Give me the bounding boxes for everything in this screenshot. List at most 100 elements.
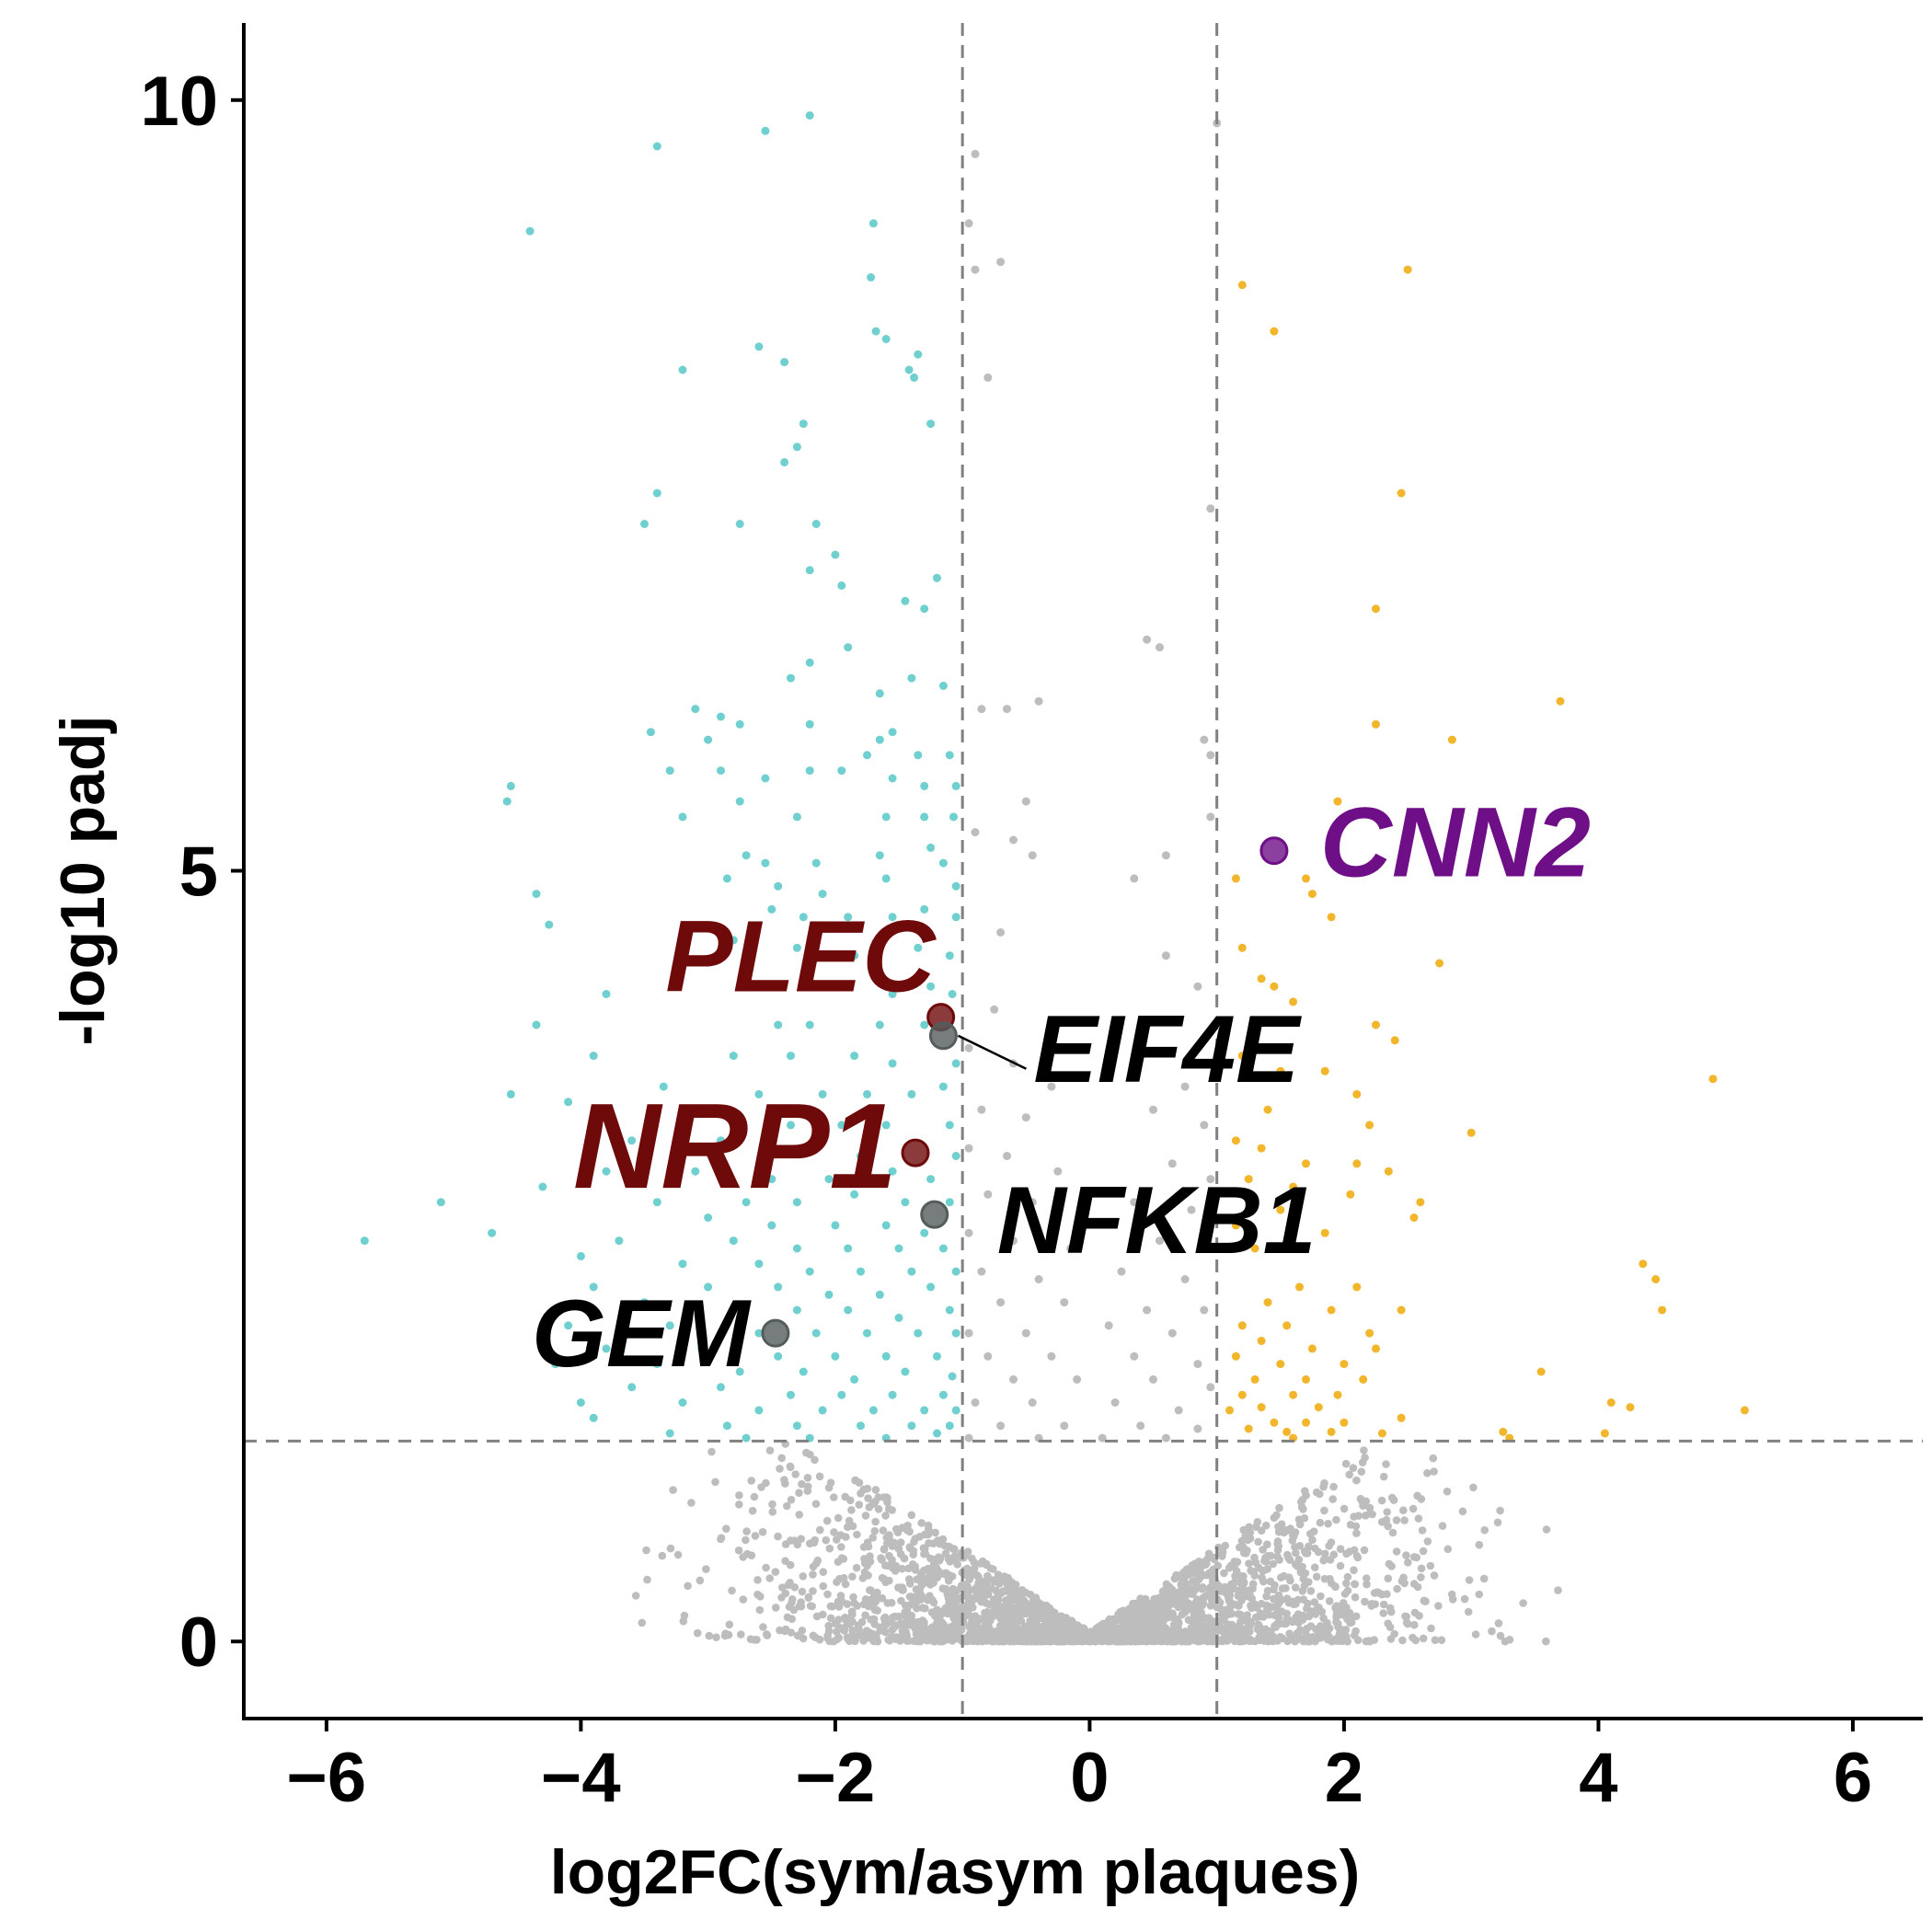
background-point [1357, 1467, 1366, 1476]
data-point [787, 673, 795, 683]
background-point [1303, 1624, 1311, 1633]
data-point [1276, 1066, 1285, 1075]
background-point [1360, 1546, 1369, 1555]
data-point [1359, 1374, 1368, 1384]
background-point [853, 1530, 861, 1539]
background-point [855, 1625, 863, 1633]
background-point [759, 1623, 767, 1631]
data-point [888, 728, 897, 737]
background-point [748, 1506, 757, 1515]
data-point [761, 774, 770, 783]
background-point [1221, 1541, 1230, 1550]
background-point [1363, 1574, 1371, 1582]
background-point [1339, 1599, 1348, 1607]
data-point [748, 982, 757, 991]
background-point [1001, 1587, 1009, 1595]
background-point [1387, 1562, 1396, 1570]
background-point [1302, 1491, 1310, 1500]
data-point [1028, 851, 1037, 860]
x-tick-label: 0 [1070, 1739, 1109, 1817]
background-point [819, 1581, 828, 1591]
background-point [951, 1596, 960, 1605]
data-point [360, 1236, 369, 1246]
data-point [717, 1136, 725, 1145]
data-point [722, 1421, 731, 1431]
background-point [1064, 1627, 1072, 1637]
data-point [1187, 1205, 1196, 1214]
background-point [1392, 1547, 1401, 1556]
data-point [1021, 797, 1030, 806]
data-point [1352, 1159, 1362, 1168]
data-point [774, 1282, 783, 1292]
background-point [768, 1500, 776, 1509]
background-point [1246, 1621, 1255, 1630]
data-point [805, 1144, 814, 1153]
background-point [952, 1613, 960, 1621]
data-point [1200, 1121, 1209, 1130]
background-point [879, 1526, 888, 1535]
background-point [1488, 1627, 1496, 1636]
background-point [1121, 1616, 1130, 1624]
data-point [945, 751, 954, 760]
data-point [774, 1020, 783, 1029]
background-point [924, 1530, 933, 1539]
background-point [1206, 1602, 1215, 1610]
data-point [971, 149, 980, 158]
background-point [1277, 1634, 1286, 1643]
data-point [1206, 1383, 1215, 1392]
data-point [1257, 1403, 1266, 1412]
background-point [751, 1532, 760, 1540]
background-point [1197, 1615, 1205, 1623]
background-point [1377, 1590, 1386, 1599]
background-point [1273, 1552, 1282, 1561]
background-point [905, 1543, 914, 1551]
data-point [1250, 1374, 1259, 1384]
background-point [926, 1581, 935, 1589]
data-point [938, 1244, 948, 1253]
data-point [652, 1198, 661, 1207]
data-point [971, 1398, 980, 1407]
data-point [910, 373, 919, 382]
data-point [1231, 1136, 1240, 1145]
label-leader-line [957, 1034, 1027, 1070]
background-point [1368, 1510, 1376, 1519]
background-point [724, 1630, 733, 1639]
background-point [1152, 1602, 1161, 1611]
background-point [1282, 1526, 1291, 1535]
background-point [975, 1595, 984, 1604]
background-point [1329, 1482, 1338, 1491]
data-point [1237, 1052, 1247, 1061]
background-point [983, 1617, 993, 1627]
background-point [1024, 1627, 1033, 1636]
background-point [936, 1630, 945, 1639]
background-point [758, 1527, 767, 1536]
background-point [819, 1610, 827, 1619]
background-point [1003, 1599, 1012, 1608]
background-point [846, 1496, 855, 1505]
background-point [914, 1627, 922, 1635]
background-point [1352, 1552, 1362, 1560]
data-point [945, 1305, 954, 1315]
background-point [1390, 1629, 1398, 1639]
data-point [627, 1136, 637, 1145]
data-point [1708, 1075, 1718, 1084]
background-point [1225, 1594, 1234, 1604]
data-point [1206, 1244, 1215, 1253]
background-point [878, 1573, 887, 1582]
background-point [1332, 1613, 1340, 1621]
background-point [1417, 1564, 1426, 1573]
background-point [1312, 1488, 1321, 1497]
background-points [631, 1440, 1562, 1646]
background-point [934, 1536, 942, 1545]
data-point [1302, 1159, 1310, 1168]
data-point [1231, 874, 1240, 883]
data-point [1180, 1275, 1190, 1283]
background-point [1430, 1467, 1438, 1476]
background-point [1320, 1506, 1328, 1515]
background-point [1363, 1580, 1371, 1589]
background-point [806, 1450, 814, 1459]
background-point [1011, 1581, 1020, 1589]
background-point [915, 1588, 924, 1597]
data-point [691, 705, 700, 714]
background-point [896, 1538, 905, 1547]
